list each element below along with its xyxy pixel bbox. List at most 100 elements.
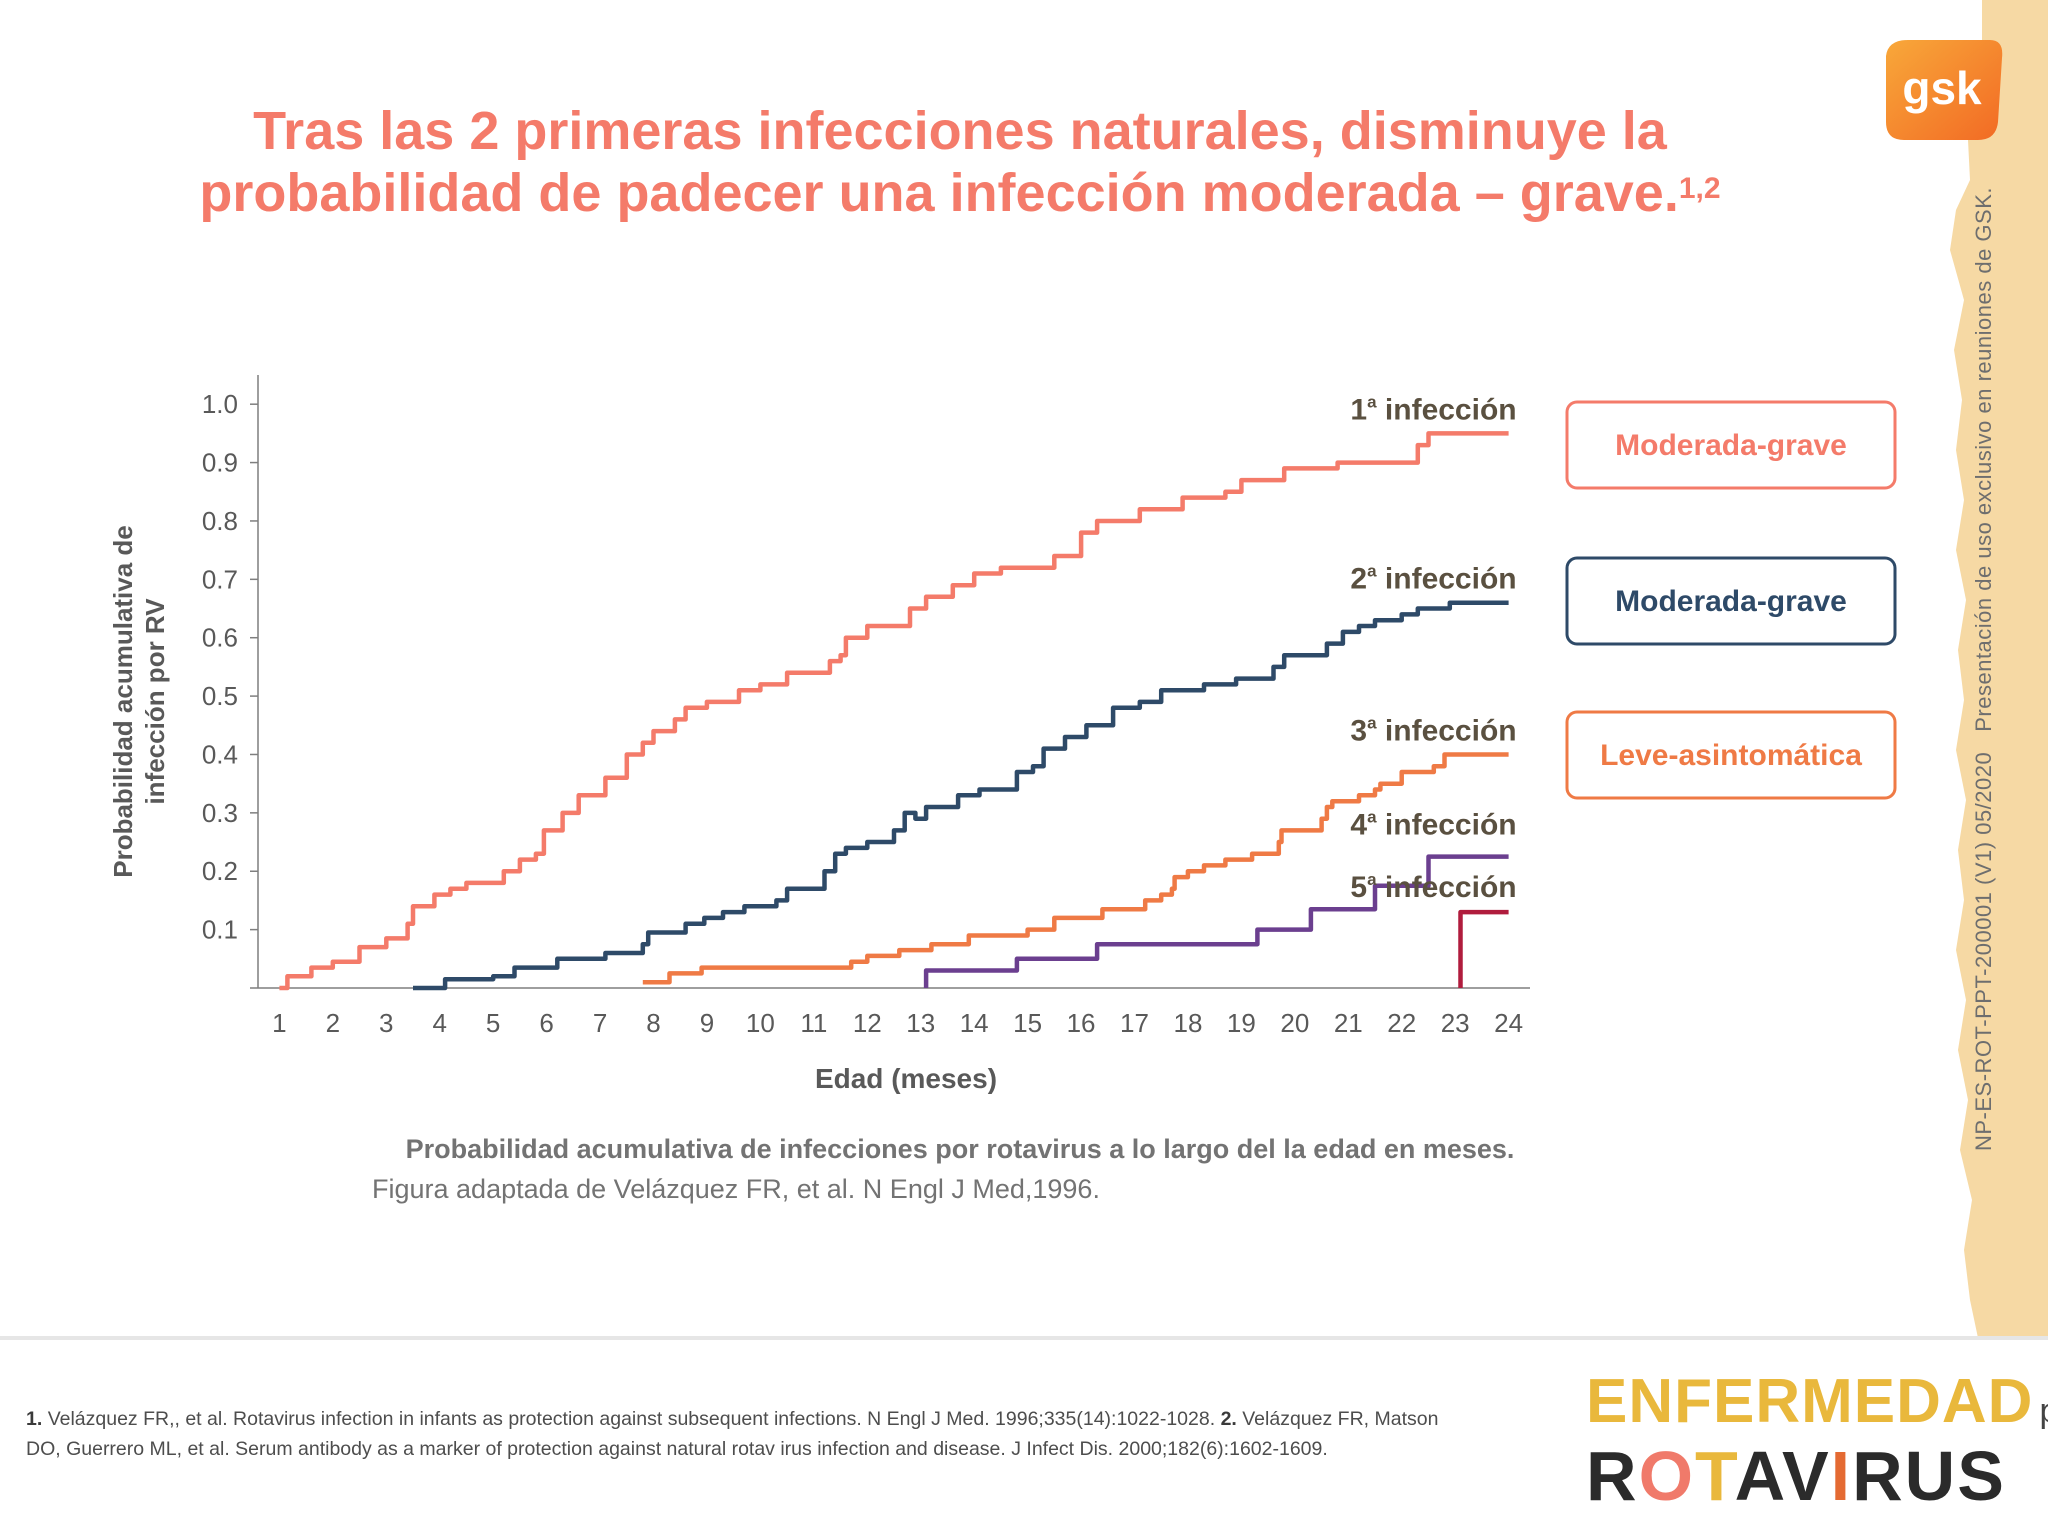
series-label-text: infección [1377,393,1517,426]
brand-letter: O [1638,1437,1696,1515]
gsk-logo-text: gsk [1902,62,1982,114]
series-label-ordinal: a [1367,870,1377,889]
series-label-ordinal: a [1367,392,1377,411]
brand-letter: I [1830,1437,1853,1515]
series-label-number: 5 [1350,871,1367,904]
brand-letter: T [1695,1437,1735,1515]
x-tick-label: 17 [1120,1008,1149,1038]
x-tick-label: 23 [1441,1008,1470,1038]
x-tick-label: 4 [432,1008,446,1038]
reference-2-number: 2. [1220,1408,1237,1430]
brand-letter: S [1957,1437,2006,1515]
x-ticks: 1 2 3 4 5 6 7 8 9 10 11 12 13 14 15 16 17 18 19 20 21 22 23 24 [272,1008,1523,1038]
vertical-disclaimer: NP-ES-ROT-PPT-200001 (V1) 05/2020 Present… [1971,187,1997,1151]
series-label-3: 3a infección [1350,713,1516,747]
x-tick-label: 15 [1013,1008,1042,1038]
series-label-1: 1a infección [1350,392,1516,426]
y-axis-label-line-2: infección por RV [140,598,170,805]
reference-2-text: Velázquez FR, Matson DO, Guerrero ML, et… [26,1408,1439,1460]
x-tick-label: 8 [646,1008,660,1038]
figure-caption-title: Probabilidad acumulativa de infecciones … [405,1134,1515,1164]
series-label-4: 4a infección [1350,808,1516,842]
series-line-3 [642,752,1509,985]
torn-paper-strip [1920,0,2048,1338]
severity-box-frame [1565,556,1897,646]
severity-box-label: Leve-asintomática [1600,739,1862,772]
brand-enfermedad: ENFERMEDAD [1586,1367,2034,1436]
enfermedad-rotavirus-logo: ENFERMEDADpor ROTAVIRUS [1586,1366,2048,1516]
series-line-2 [413,600,1509,991]
x-tick-label: 7 [593,1008,607,1038]
severity-box-frame [1565,400,1897,490]
footer-divider [0,1336,2048,1340]
series-line-1 [279,431,1509,991]
x-tick-label: 9 [700,1008,714,1038]
x-tick-label: 24 [1494,1008,1523,1038]
y-tick-label: 0.7 [202,564,238,594]
gsk-logo: gsk [1886,40,2003,140]
series-label-2: 2a infección [1350,562,1516,596]
brand-rotavirus: ROTAVIRUS [1586,1436,2006,1516]
series-line-4 [923,854,1509,988]
title-line-1: Tras las 2 primeras infecciones naturale… [253,101,1667,161]
references: 1. Velázquez FR,, et al. Rotavirus infec… [26,1404,1476,1464]
reference-1-text: Velázquez FR,, et al. Rotavirus infectio… [47,1408,1216,1430]
series-label-5: 5a infección [1350,870,1516,904]
series-label-number: 2 [1350,563,1367,596]
x-tick-label: 22 [1387,1008,1416,1038]
severity-box-2: Moderada-grave [1565,556,1897,646]
x-tick-label: 16 [1067,1008,1096,1038]
y-tick-label: 0.6 [202,623,238,653]
brand-letter: R [1586,1437,1639,1515]
series-label-number: 3 [1350,714,1367,747]
series-lines [279,431,1509,991]
title-reference-numbers: 1,2 [1678,172,1721,205]
y-tick-label: 0.4 [202,739,238,769]
y-tick-label: 0.9 [202,448,238,478]
brand-letter: R [1852,1437,1905,1515]
x-tick-label: 18 [1173,1008,1202,1038]
y-tick-label: 0.3 [202,798,238,828]
disclaimer-text: Presentación de uso exclusivo en reunion… [1971,187,1996,732]
series-label-number: 4 [1350,809,1367,842]
x-tick-label: 20 [1280,1008,1309,1038]
x-tick-label: 6 [539,1008,553,1038]
torn-paper-shape [1950,0,2048,1338]
x-tick-label: 5 [486,1008,500,1038]
slide-title: Tras las 2 primeras infecciones naturale… [0,100,1920,224]
series-label-text: infección [1377,563,1517,596]
figure-caption-source: Figura adaptada de Velázquez FR, et al. … [372,1174,1100,1204]
x-tick-label: 3 [379,1008,393,1038]
y-tick-label: 1.0 [202,389,238,419]
series-label-text: infección [1377,714,1517,747]
x-tick-label: 19 [1227,1008,1256,1038]
series-line-5 [1458,909,1509,988]
x-tick-label: 2 [326,1008,340,1038]
x-tick-label: 11 [800,1008,827,1038]
series-label-text: infección [1377,871,1517,904]
chart-axes [250,375,1530,989]
series-label-number: 1 [1350,393,1367,426]
x-tick-label: 10 [746,1008,775,1038]
document-code: NP-ES-ROT-PPT-200001 (V1) 05/2020 [1971,751,1996,1151]
brand-letter: V [1781,1437,1831,1515]
y-ticks: 0.1 0.2 0.3 0.4 0.5 0.6 0.7 0.8 0.9 1.0 [202,389,258,945]
y-tick-label: 0.8 [202,506,238,536]
severity-box-label: Moderada-grave [1615,429,1847,462]
severity-box-3: Leve-asintomática [1565,710,1897,800]
y-tick-label: 0.2 [202,856,238,886]
x-tick-label: 1 [272,1008,286,1038]
x-tick-label: 21 [1334,1008,1363,1038]
title-line-2: probabilidad de padecer una infección mo… [199,163,1679,223]
brand-letter: U [1904,1437,1958,1515]
brand-por: por [2039,1392,2048,1430]
reference-1-number: 1. [26,1408,43,1430]
x-tick-label: 14 [960,1008,989,1038]
y-axis-label-line-1: Probabilidad acumulativa de [108,525,138,878]
y-tick-label: 0.1 [202,915,238,945]
severity-boxes: Moderada-grave Moderada-grave Leve-asintom… [1565,400,1897,800]
brand-letter: A [1734,1437,1782,1515]
severity-box-frame [1565,710,1897,800]
x-tick-label: 12 [853,1008,882,1038]
